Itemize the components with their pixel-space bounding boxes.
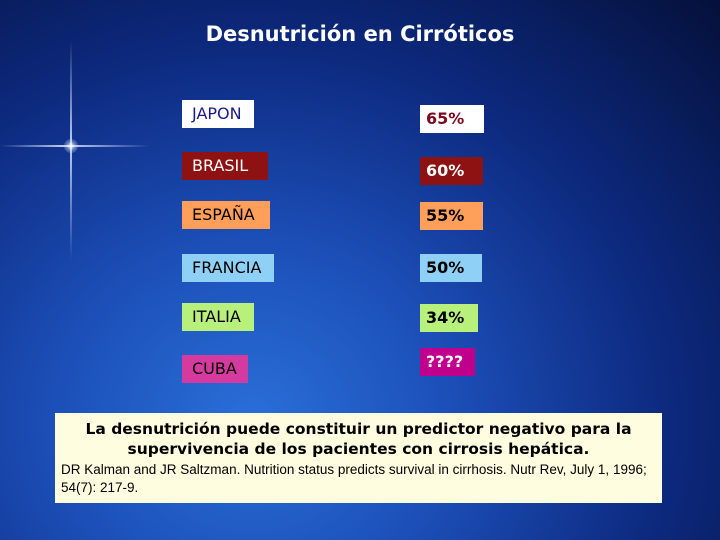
citation-note-box: La desnutrición puede constituir un pred…	[55, 413, 662, 503]
pct-label-japon: 65%	[420, 105, 484, 133]
pct-label-italia: 34%	[420, 304, 478, 332]
note-reference-text: DR Kalman and JR Saltzman. Nutrition sta…	[61, 462, 647, 495]
country-label-cuba: CUBA	[182, 355, 248, 383]
country-label-italia: ITALIA	[182, 303, 254, 331]
slide-title: Desnutrición en Cirróticos	[205, 22, 515, 46]
country-label-espana: ESPAÑA	[182, 201, 270, 229]
country-label-francia: FRANCIA	[182, 254, 274, 282]
country-label-brasil: BRASIL	[182, 152, 268, 180]
pct-label-cuba: ????	[420, 348, 475, 376]
pct-label-brasil: 60%	[420, 157, 483, 185]
note-main-text: La desnutrición puede constituir un pred…	[85, 420, 632, 458]
pct-label-espana: 55%	[420, 202, 483, 230]
country-label-japon: JAPON	[182, 100, 254, 128]
pct-label-francia: 50%	[420, 254, 482, 282]
lens-flare-center	[64, 139, 78, 153]
